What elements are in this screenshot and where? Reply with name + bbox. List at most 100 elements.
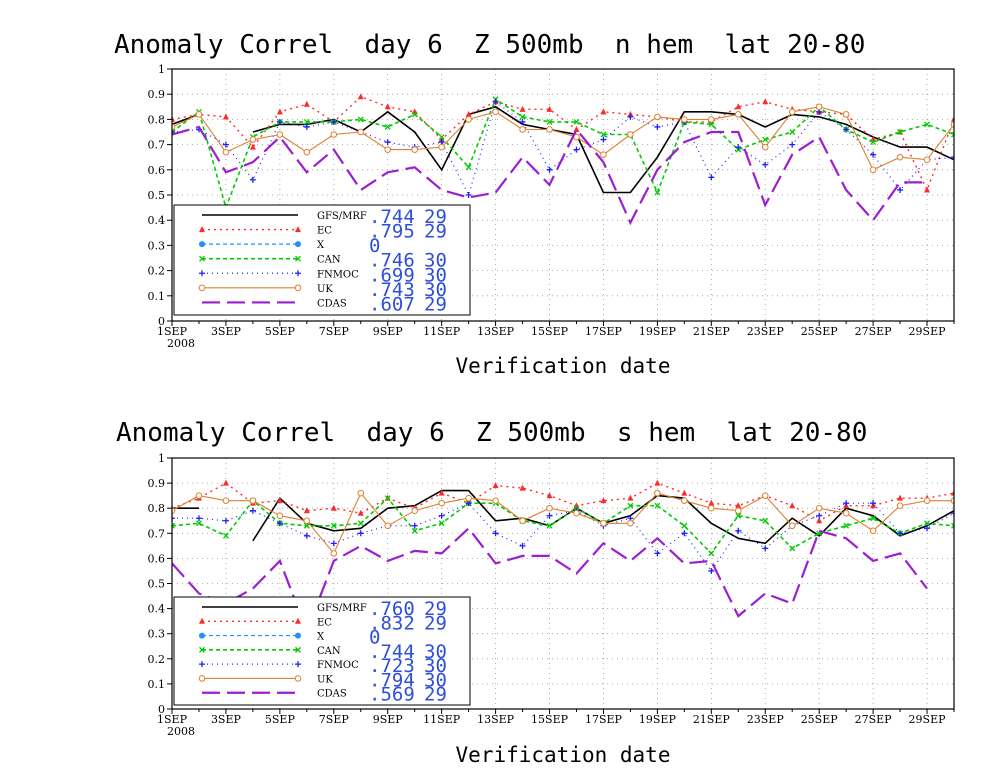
data-point	[546, 126, 553, 133]
data-point	[600, 108, 607, 115]
data-point	[411, 146, 418, 153]
ytick-label: 0.4	[148, 603, 166, 616]
data-point	[573, 509, 580, 517]
data-point	[384, 103, 391, 110]
data-point	[573, 118, 580, 125]
data-point	[303, 148, 311, 156]
ytick-label: 0.9	[148, 88, 166, 101]
xtick-label: 23SEP	[747, 713, 785, 726]
legend-count: 29	[424, 293, 447, 315]
data-point	[384, 139, 391, 146]
data-point	[384, 146, 392, 153]
xtick-label: 3SEP	[211, 325, 242, 338]
data-point	[897, 129, 904, 135]
data-point	[788, 522, 796, 530]
ytick-label: 0.7	[148, 527, 166, 540]
data-point	[681, 116, 688, 123]
data-point	[762, 517, 769, 524]
data-point	[196, 520, 202, 527]
xtick-label: 15SEP	[531, 713, 569, 726]
legend-marker	[198, 675, 206, 682]
data-point	[681, 497, 688, 504]
data-point	[924, 520, 930, 527]
legend-stat: .699	[369, 264, 415, 286]
data-point	[843, 522, 850, 529]
data-point	[519, 542, 526, 549]
legend-count: 30	[424, 279, 447, 301]
data-point	[627, 502, 634, 509]
data-point	[172, 507, 176, 515]
ytick-label: 0.9	[148, 477, 166, 490]
data-point	[815, 103, 823, 111]
legend-marker	[199, 241, 205, 248]
data-point	[951, 115, 954, 122]
legend-label: FNMOC	[317, 660, 359, 671]
xtick-label: 15SEP	[531, 325, 569, 338]
legend-marker	[199, 646, 205, 653]
data-point	[438, 520, 445, 527]
legend-count: 29	[424, 684, 447, 706]
data-point	[546, 522, 553, 529]
legend-label: UK	[317, 284, 333, 295]
xtick-label: 1SEP	[157, 713, 188, 726]
legend-marker	[295, 632, 301, 639]
data-point	[303, 100, 310, 107]
data-point	[654, 479, 661, 486]
data-point	[222, 113, 229, 120]
data-point	[950, 121, 954, 128]
legend-stat: 0	[369, 235, 380, 257]
data-point	[924, 121, 930, 128]
data-point	[789, 141, 796, 148]
legend-label: CDAS	[317, 298, 347, 309]
data-point	[761, 492, 769, 499]
data-point	[411, 527, 418, 534]
xtick-label: 27SEP	[855, 325, 893, 338]
data-point	[465, 494, 472, 502]
data-point	[303, 522, 310, 529]
series-line	[172, 106, 954, 171]
data-point	[330, 504, 337, 511]
legend-stat: .723	[369, 655, 415, 677]
data-point	[303, 118, 310, 125]
data-point	[843, 500, 850, 507]
ytick-label: 0.6	[148, 552, 166, 565]
data-point	[627, 131, 634, 138]
data-point	[708, 550, 715, 557]
legend-box	[173, 596, 471, 706]
data-point	[735, 512, 742, 519]
data-point	[492, 530, 499, 537]
legend-stat: .743	[369, 279, 415, 301]
data-point	[492, 98, 499, 105]
data-point	[384, 522, 392, 530]
data-point	[843, 126, 850, 133]
data-point	[681, 522, 688, 529]
data-point	[249, 176, 256, 183]
legend-label: EC	[317, 226, 332, 237]
data-point	[172, 123, 176, 131]
data-point	[600, 131, 607, 138]
ytick-label: 0	[158, 315, 165, 328]
legend-label: CAN	[317, 646, 341, 657]
data-point	[172, 522, 175, 529]
legend-marker	[199, 661, 205, 668]
data-point	[924, 525, 931, 532]
data-point	[761, 143, 769, 151]
data-point	[734, 111, 742, 118]
data-point	[249, 497, 257, 504]
data-point	[708, 121, 715, 128]
series-uk	[172, 103, 954, 174]
data-point	[627, 519, 634, 527]
xaxis-year: 2008	[167, 725, 195, 738]
data-point	[600, 151, 607, 158]
data-point	[870, 151, 877, 158]
data-point	[924, 186, 931, 193]
data-point	[600, 519, 607, 527]
legend-label: UK	[317, 674, 333, 685]
xtick-label: 23SEP	[747, 325, 785, 338]
plot-frame	[171, 68, 955, 322]
data-point	[546, 492, 553, 499]
legend-label: GFS/MRF	[317, 211, 367, 222]
data-point	[303, 123, 310, 130]
legend-marker	[294, 675, 302, 682]
data-point	[357, 116, 364, 123]
